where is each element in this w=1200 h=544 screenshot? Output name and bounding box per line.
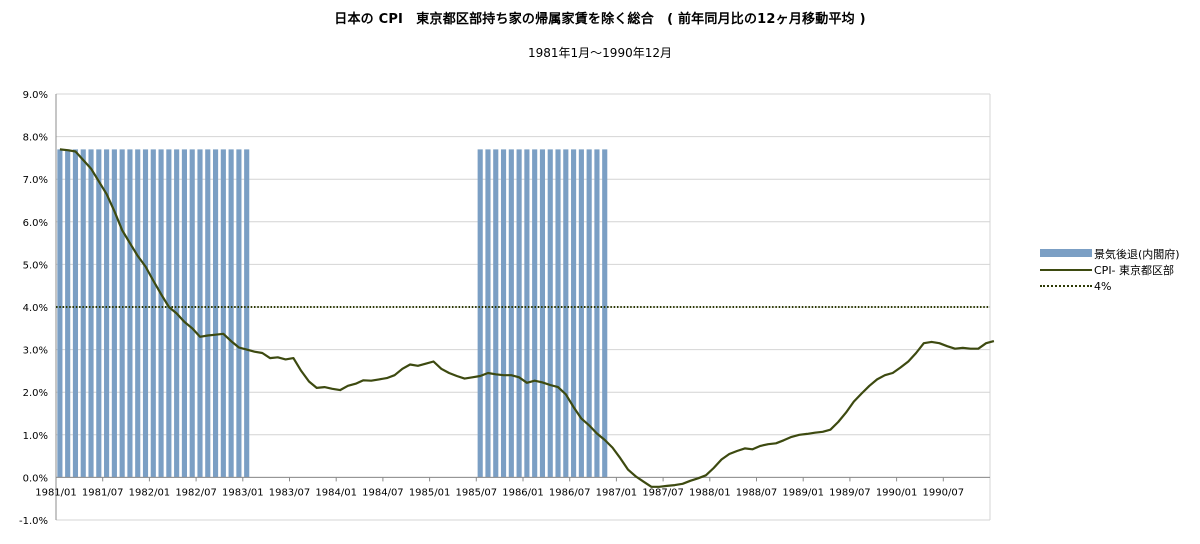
- x-tick-label: 1983/01: [222, 487, 264, 498]
- x-tick-label: 1988/07: [736, 487, 778, 498]
- x-tick-label: 1989/07: [829, 487, 871, 498]
- y-tick-label: 5.0%: [23, 260, 48, 271]
- recession-bar: [65, 149, 71, 478]
- x-tick-label: 1981/07: [82, 487, 124, 498]
- recession-bar: [127, 149, 133, 478]
- recession-bar: [571, 149, 577, 478]
- x-tick-label: 1987/01: [596, 487, 638, 498]
- chart-title: 日本の CPI 東京都区部持ち家の帰属家賃を除く総合 ( 前年同月比の12ヶ月移…: [334, 12, 866, 27]
- x-tick-label: 1981/01: [35, 487, 77, 498]
- recession-bar: [72, 149, 79, 478]
- x-tick-label: 1982/01: [129, 487, 171, 498]
- y-tick-label: 3.0%: [23, 346, 48, 357]
- recession-bar: [181, 149, 187, 478]
- y-tick-label: 8.0%: [23, 133, 48, 144]
- recession-bar: [555, 149, 561, 478]
- x-tick-label: 1982/07: [175, 487, 217, 498]
- recession-bar: [88, 149, 94, 478]
- recession-bar: [516, 149, 522, 478]
- recession-bar: [532, 149, 538, 478]
- legend-item-reference: 4%: [1040, 278, 1180, 294]
- recession-bar: [212, 149, 219, 478]
- recession-bar: [485, 149, 491, 478]
- legend-swatch-recession: [1040, 246, 1092, 262]
- recession-bar: [197, 149, 203, 478]
- recession-bar: [142, 149, 149, 478]
- recession-bar: [524, 149, 530, 478]
- y-tick-label: 0.0%: [23, 473, 48, 484]
- y-tick-label: 1.0%: [23, 431, 48, 442]
- recession-bar: [205, 149, 211, 478]
- recession-bar: [135, 149, 141, 478]
- recession-bar: [539, 149, 546, 478]
- legend: 景気後退(内閣府) CPI- 東京都区部 4%: [1040, 246, 1180, 294]
- legend-label-cpi: CPI- 東京都区部: [1094, 264, 1175, 277]
- recession-bar: [96, 149, 102, 478]
- x-tick-label: 1986/01: [502, 487, 544, 498]
- x-tick-label: 1988/01: [689, 487, 731, 498]
- recession-bar: [500, 149, 507, 478]
- recession-bar: [80, 149, 86, 478]
- y-tick-label: 9.0%: [23, 90, 48, 101]
- recession-bar: [236, 149, 242, 478]
- recession-bar: [119, 149, 125, 478]
- recession-bar: [189, 149, 195, 478]
- recession-bar: [578, 149, 584, 478]
- recession-bar: [150, 149, 156, 478]
- legend-swatch-reference: [1040, 278, 1092, 294]
- recession-bar: [594, 149, 600, 478]
- recession-bar: [477, 149, 483, 478]
- legend-label-reference: 4%: [1094, 279, 1112, 293]
- recession-bar: [244, 149, 250, 478]
- recession-bar: [228, 149, 234, 478]
- legend-item-cpi: CPI- 東京都区部: [1040, 262, 1180, 278]
- recession-bar: [104, 149, 110, 478]
- recession-bar: [166, 149, 172, 478]
- recession-bar: [508, 149, 514, 478]
- x-tick-label: 1989/01: [782, 487, 824, 498]
- x-tick-label: 1985/01: [409, 487, 451, 498]
- x-tick-label: 1985/07: [456, 487, 498, 498]
- x-tick-label: 1990/07: [923, 487, 965, 498]
- legend-swatch-cpi: [1040, 262, 1092, 278]
- chart-subtitle: 1981年1月～1990年12月: [528, 46, 672, 60]
- recession-bar: [602, 149, 608, 478]
- legend-label-recession: 景気後退(内閣府): [1094, 248, 1180, 261]
- x-tick-label: 1987/07: [642, 487, 684, 498]
- x-tick-label: 1984/07: [362, 487, 404, 498]
- y-tick-label: 4.0%: [23, 303, 48, 314]
- y-tick-label: 6.0%: [23, 218, 48, 229]
- recession-bar: [158, 149, 164, 478]
- y-tick-label: 2.0%: [23, 388, 48, 399]
- x-tick-label: 1990/01: [876, 487, 918, 498]
- y-tick-label: -1.0%: [19, 516, 48, 527]
- x-tick-label: 1983/07: [269, 487, 311, 498]
- recession-bar: [563, 149, 569, 478]
- x-tick-label: 1986/07: [549, 487, 591, 498]
- x-tick-label: 1984/01: [315, 487, 357, 498]
- recession-bar: [57, 149, 63, 478]
- recession-bar: [111, 149, 117, 478]
- recession-bar: [547, 149, 553, 478]
- recession-bar: [493, 149, 499, 478]
- recession-bar: [586, 149, 592, 478]
- cpi-line: [59, 148, 995, 488]
- y-tick-label: 7.0%: [23, 175, 48, 186]
- legend-item-recession: 景気後退(内閣府): [1040, 246, 1180, 262]
- recession-bar: [220, 149, 226, 478]
